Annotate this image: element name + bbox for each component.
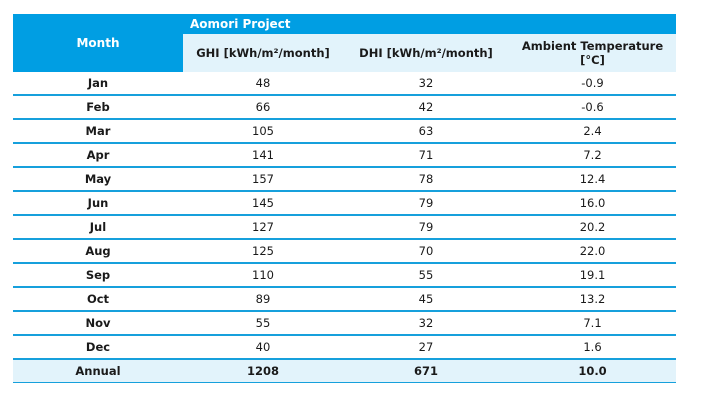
annual-temperature: 10.0 [509, 359, 677, 383]
annual-row: Annual 1208 671 10.0 [13, 359, 677, 383]
table-row: Jul 127 79 20.2 [13, 215, 677, 240]
month-cell: Aug [13, 239, 183, 264]
month-cell: Jun [13, 191, 183, 216]
project-title-header: Aomori Project [183, 14, 677, 34]
temperature-column-header: Ambient Temperature [°C] [509, 34, 677, 72]
table-row: Mar 105 63 2.4 [13, 119, 677, 144]
temperature-cell: 2.4 [509, 119, 677, 144]
temperature-cell: -0.6 [509, 95, 677, 120]
table-row: Jan 48 32 -0.9 [13, 72, 677, 96]
table-body: Jan 48 32 -0.9 Feb 66 42 -0.6 Mar 105 63 2.4 Apr 141 7… [13, 72, 677, 360]
solar-data-table: Month Aomori Project GHI [kWh/m²/month] … [13, 14, 677, 383]
dhi-cell: 70 [343, 239, 509, 264]
annual-dhi: 671 [343, 359, 509, 383]
month-cell: Jul [13, 215, 183, 240]
annual-ghi: 1208 [183, 359, 343, 383]
temperature-cell: 20.2 [509, 215, 677, 240]
month-cell: Apr [13, 143, 183, 168]
table-row: Sep 110 55 19.1 [13, 263, 677, 288]
month-cell: Oct [13, 287, 183, 312]
dhi-cell: 63 [343, 119, 509, 144]
dhi-cell: 32 [343, 311, 509, 336]
table-row: Apr 141 71 7.2 [13, 143, 677, 168]
temperature-cell: 7.2 [509, 143, 677, 168]
annual-label: Annual [13, 359, 183, 383]
month-cell: Dec [13, 335, 183, 360]
temperature-cell: 19.1 [509, 263, 677, 288]
dhi-cell: 79 [343, 215, 509, 240]
month-cell: Sep [13, 263, 183, 288]
month-cell: May [13, 167, 183, 192]
dhi-cell: 71 [343, 143, 509, 168]
dhi-cell: 78 [343, 167, 509, 192]
ghi-cell: 127 [183, 215, 343, 240]
ghi-cell: 66 [183, 95, 343, 120]
month-cell: Feb [13, 95, 183, 120]
table-row: May 157 78 12.4 [13, 167, 677, 192]
dhi-cell: 42 [343, 95, 509, 120]
dhi-cell: 27 [343, 335, 509, 360]
ghi-cell: 48 [183, 72, 343, 96]
ghi-cell: 141 [183, 143, 343, 168]
dhi-cell: 79 [343, 191, 509, 216]
dhi-cell: 45 [343, 287, 509, 312]
ghi-cell: 110 [183, 263, 343, 288]
ghi-column-header: GHI [kWh/m²/month] [183, 34, 343, 72]
table-row: Oct 89 45 13.2 [13, 287, 677, 312]
month-cell: Jan [13, 72, 183, 96]
table-row: Dec 40 27 1.6 [13, 335, 677, 360]
ghi-cell: 125 [183, 239, 343, 264]
ghi-cell: 157 [183, 167, 343, 192]
table-row: Feb 66 42 -0.6 [13, 95, 677, 120]
ghi-cell: 145 [183, 191, 343, 216]
month-cell: Mar [13, 119, 183, 144]
temperature-cell: 1.6 [509, 335, 677, 360]
temperature-cell: 22.0 [509, 239, 677, 264]
month-cell: Nov [13, 311, 183, 336]
temperature-cell: 12.4 [509, 167, 677, 192]
temperature-cell: 13.2 [509, 287, 677, 312]
temperature-cell: 7.1 [509, 311, 677, 336]
table-row: Nov 55 32 7.1 [13, 311, 677, 336]
dhi-cell: 55 [343, 263, 509, 288]
table-row: Jun 145 79 16.0 [13, 191, 677, 216]
temperature-cell: -0.9 [509, 72, 677, 96]
table-row: Aug 125 70 22.0 [13, 239, 677, 264]
ghi-cell: 55 [183, 311, 343, 336]
dhi-cell: 32 [343, 72, 509, 96]
ghi-cell: 89 [183, 287, 343, 312]
temperature-cell: 16.0 [509, 191, 677, 216]
dhi-column-header: DHI [kWh/m²/month] [343, 34, 509, 72]
month-column-header: Month [13, 14, 183, 72]
ghi-cell: 40 [183, 335, 343, 360]
ghi-cell: 105 [183, 119, 343, 144]
